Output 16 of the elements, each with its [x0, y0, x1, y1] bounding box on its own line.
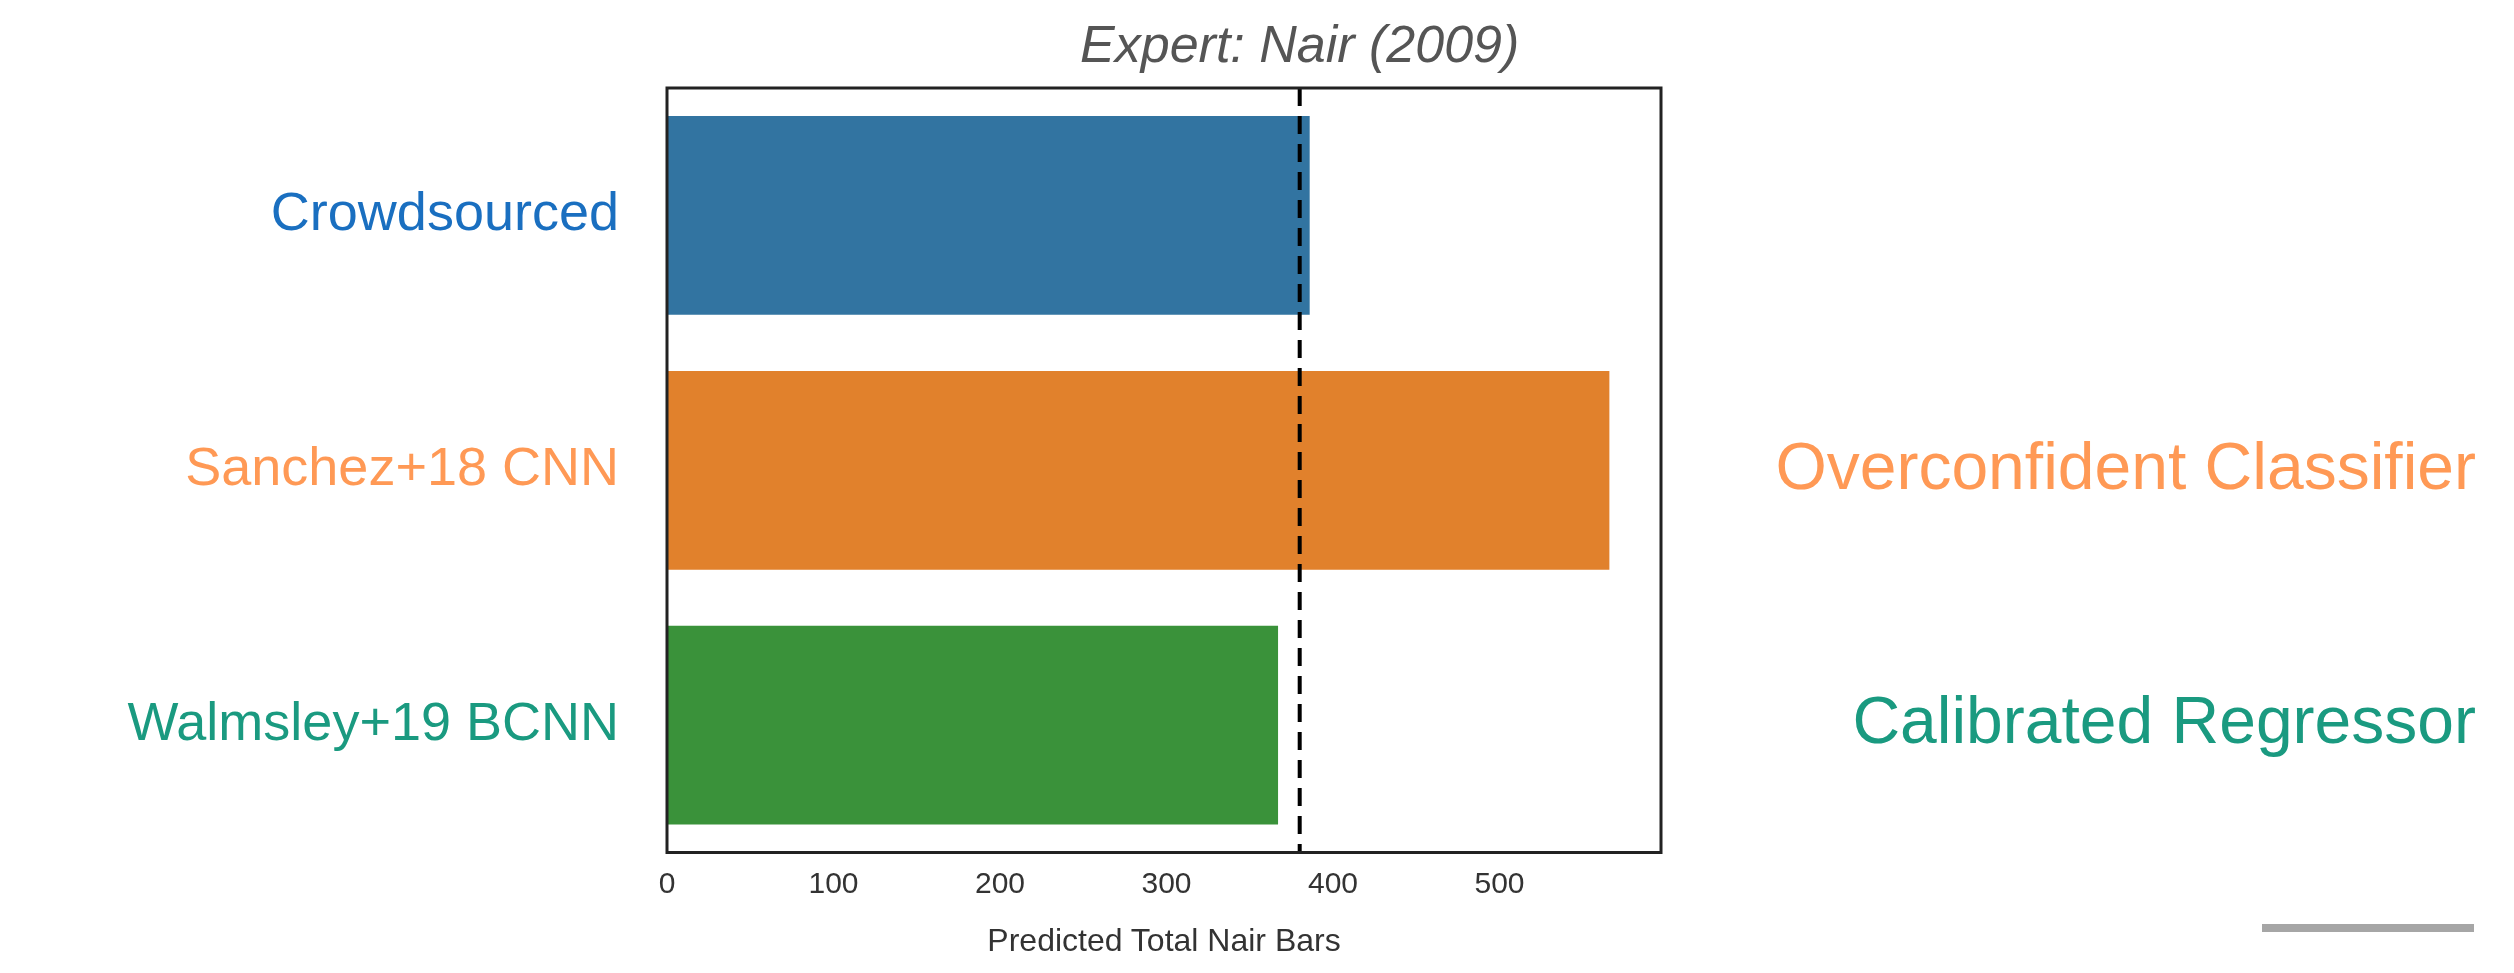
y-tick-label: Walmsley+19 BCNN — [127, 691, 619, 752]
text: Overconfident Classifier — [1775, 428, 2476, 503]
x-tick-label: 200 — [974, 865, 1026, 899]
bar — [667, 116, 1310, 315]
x-tick-label: 100 — [808, 865, 859, 899]
bar — [667, 370, 1610, 570]
text: Calibrated Regressor — [1852, 683, 2476, 758]
bar — [667, 625, 1279, 825]
x-tick-label: 0 — [658, 865, 676, 899]
x-tick-label: 300 — [1141, 865, 1192, 899]
y-tick-label: Crowdsourced — [270, 181, 619, 242]
ref-line-label: Expert: Nair (2009) — [1080, 15, 1520, 73]
x-axis-title: Predicted Total Nair Bars — [987, 921, 1341, 958]
x-tick-label: 500 — [1474, 865, 1525, 899]
y-tick-label: Sanchez+18 CNN — [185, 436, 619, 497]
x-tick-label: 400 — [1307, 865, 1359, 899]
